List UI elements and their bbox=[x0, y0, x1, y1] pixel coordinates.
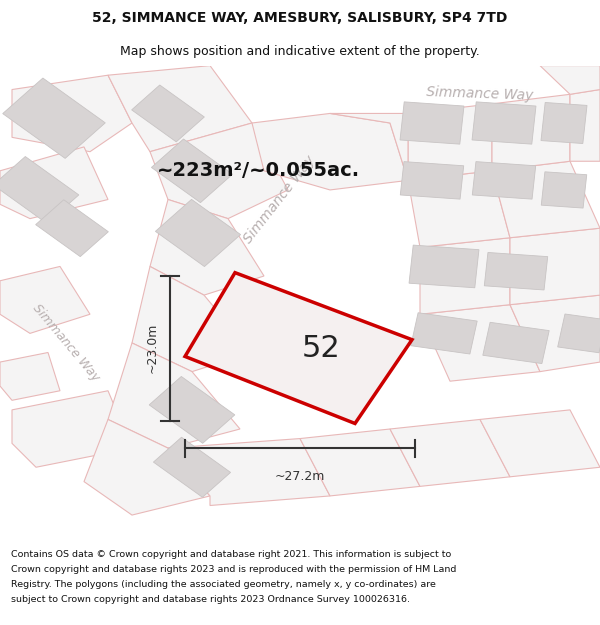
Polygon shape bbox=[132, 266, 252, 372]
Polygon shape bbox=[408, 104, 492, 181]
Polygon shape bbox=[541, 172, 587, 208]
Polygon shape bbox=[484, 253, 548, 290]
Polygon shape bbox=[84, 419, 210, 515]
Polygon shape bbox=[480, 410, 600, 477]
Polygon shape bbox=[108, 66, 252, 152]
Text: Crown copyright and database rights 2023 and is reproduced with the permission o: Crown copyright and database rights 2023… bbox=[11, 565, 456, 574]
Text: ~27.2m: ~27.2m bbox=[275, 470, 325, 483]
Polygon shape bbox=[409, 245, 479, 288]
Polygon shape bbox=[151, 139, 233, 202]
Polygon shape bbox=[3, 78, 105, 158]
Polygon shape bbox=[510, 295, 600, 372]
Polygon shape bbox=[168, 439, 330, 506]
Polygon shape bbox=[150, 199, 264, 295]
Polygon shape bbox=[0, 266, 90, 333]
Polygon shape bbox=[400, 102, 464, 144]
Polygon shape bbox=[400, 162, 464, 199]
Polygon shape bbox=[492, 161, 600, 238]
Polygon shape bbox=[300, 429, 420, 496]
Polygon shape bbox=[557, 314, 600, 352]
Text: 52: 52 bbox=[301, 334, 340, 362]
Text: 52, SIMMANCE WAY, AMESBURY, SALISBURY, SP4 7TD: 52, SIMMANCE WAY, AMESBURY, SALISBURY, S… bbox=[92, 11, 508, 26]
Polygon shape bbox=[154, 438, 230, 498]
Polygon shape bbox=[472, 162, 536, 199]
Polygon shape bbox=[185, 272, 412, 424]
Text: subject to Crown copyright and database rights 2023 Ordnance Survey 100026316.: subject to Crown copyright and database … bbox=[11, 596, 410, 604]
Polygon shape bbox=[149, 376, 235, 443]
Polygon shape bbox=[492, 94, 570, 171]
Polygon shape bbox=[252, 114, 408, 190]
Polygon shape bbox=[108, 343, 240, 448]
Polygon shape bbox=[510, 228, 600, 304]
Polygon shape bbox=[12, 391, 132, 468]
Text: Registry. The polygons (including the associated geometry, namely x, y co-ordina: Registry. The polygons (including the as… bbox=[11, 580, 436, 589]
Polygon shape bbox=[0, 156, 79, 223]
Polygon shape bbox=[330, 114, 408, 181]
Polygon shape bbox=[0, 147, 108, 219]
Polygon shape bbox=[570, 89, 600, 161]
Text: Simmance Way: Simmance Way bbox=[426, 86, 534, 103]
Polygon shape bbox=[483, 322, 549, 364]
Text: Map shows position and indicative extent of the property.: Map shows position and indicative extent… bbox=[120, 45, 480, 58]
Text: Simmance Way: Simmance Way bbox=[30, 302, 102, 384]
Polygon shape bbox=[408, 171, 510, 248]
Polygon shape bbox=[411, 312, 477, 354]
Polygon shape bbox=[35, 200, 109, 257]
Text: ~23.0m: ~23.0m bbox=[145, 323, 158, 373]
Text: Simmance Way: Simmance Way bbox=[241, 153, 317, 246]
Polygon shape bbox=[420, 238, 510, 314]
Polygon shape bbox=[541, 102, 587, 144]
Polygon shape bbox=[472, 102, 536, 144]
Text: Contains OS data © Crown copyright and database right 2021. This information is : Contains OS data © Crown copyright and d… bbox=[11, 550, 451, 559]
Polygon shape bbox=[131, 85, 205, 142]
Polygon shape bbox=[420, 304, 540, 381]
Polygon shape bbox=[390, 419, 510, 486]
Polygon shape bbox=[0, 352, 60, 400]
Polygon shape bbox=[155, 199, 241, 266]
Polygon shape bbox=[540, 66, 600, 94]
Text: ~223m²/~0.055ac.: ~223m²/~0.055ac. bbox=[157, 161, 359, 180]
Polygon shape bbox=[12, 75, 132, 152]
Polygon shape bbox=[150, 123, 288, 219]
